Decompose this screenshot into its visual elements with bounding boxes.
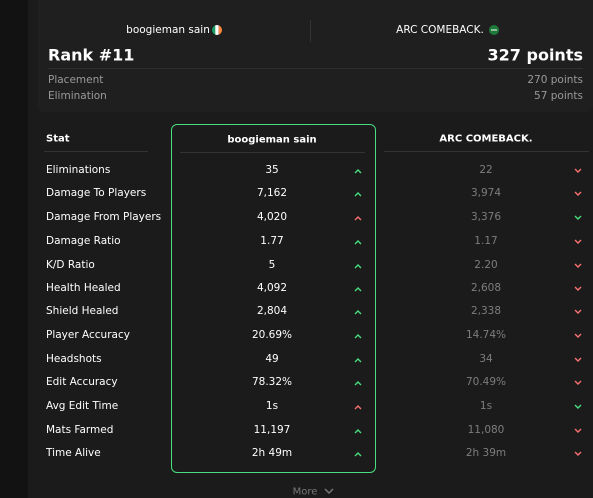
column-header: ARC COMEBACK. — [439, 133, 533, 145]
highlight-column — [171, 124, 376, 473]
trend-icon — [574, 404, 582, 409]
player1-value: 20.69% — [251, 329, 293, 341]
stat-label: Health Healed — [46, 282, 121, 294]
chevron-icon[interactable] — [324, 488, 334, 495]
trend-icon — [574, 428, 582, 433]
player2-value: 3,376 — [470, 211, 502, 223]
stat-label: Shield Healed — [46, 305, 119, 317]
trend-icon — [354, 240, 362, 245]
divider — [48, 68, 583, 69]
player2-value: 2h 39m — [465, 447, 507, 459]
header-rule — [180, 152, 365, 153]
trend-icon — [354, 192, 362, 197]
breakdown-label: Placement — [48, 74, 104, 86]
trend-icon — [354, 429, 362, 434]
player1-value: 4,020 — [256, 211, 288, 223]
stat-label: Damage To Players — [46, 187, 147, 199]
trend-icon — [354, 452, 362, 457]
header-rule — [44, 151, 148, 152]
trend-icon — [574, 357, 582, 362]
header-rule — [384, 151, 589, 152]
stat-label: Edit Accuracy — [46, 376, 118, 388]
stat-label: Damage Ratio — [46, 235, 121, 247]
trend-icon — [574, 286, 582, 291]
player2-value: 34 — [479, 353, 493, 365]
player1-value: 1.77 — [260, 235, 284, 247]
trend-icon — [574, 215, 582, 220]
player1-value: 2,804 — [256, 305, 288, 317]
player1-value: 78.32% — [251, 376, 293, 388]
trend-icon — [354, 169, 362, 174]
player1-value: 1s — [265, 400, 279, 412]
trend-icon — [354, 264, 362, 269]
stat-label: K/D Ratio — [46, 259, 95, 271]
trend-icon — [574, 309, 582, 314]
rank: Rank #11 — [48, 45, 135, 65]
trend-icon — [354, 310, 362, 315]
flag-icon — [489, 25, 499, 35]
sidebar — [0, 0, 28, 498]
player1-value: 11,197 — [253, 424, 291, 436]
trend-icon — [354, 334, 362, 339]
trend-icon — [574, 263, 582, 268]
player2-value: 2,338 — [470, 305, 502, 317]
flag-icon — [212, 25, 222, 35]
trend-icon — [574, 380, 582, 385]
player1-value: 35 — [265, 164, 279, 176]
trend-icon — [354, 405, 362, 410]
trend-icon — [354, 287, 362, 292]
trend-icon — [354, 381, 362, 386]
player1-value: 2h 49m — [251, 447, 293, 459]
breakdown-value: 270 points — [527, 74, 583, 86]
trend-icon — [354, 358, 362, 363]
player2-value: 2,608 — [470, 282, 502, 294]
player1-value: 49 — [265, 353, 279, 365]
player1-value: 4,092 — [256, 282, 288, 294]
player1-value: 5 — [268, 259, 276, 271]
player2-value: 22 — [479, 164, 493, 176]
player2-value: 1.17 — [474, 235, 498, 247]
stat-label: Avg Edit Time — [46, 400, 119, 412]
more-button[interactable]: More — [292, 486, 318, 498]
stat-label: Mats Farmed — [46, 424, 114, 436]
player2-value: 3,974 — [470, 187, 502, 199]
trend-icon — [574, 239, 582, 244]
stat-label: Damage From Players — [46, 211, 162, 223]
stat-label: Eliminations — [46, 164, 111, 176]
column-header: Stat — [46, 133, 70, 145]
trend-icon — [354, 216, 362, 221]
player1-name: boogieman sain — [126, 24, 210, 36]
trend-icon — [574, 168, 582, 173]
player1-value: 7,162 — [256, 187, 288, 199]
player2-value: 70.49% — [465, 376, 507, 388]
player2-value: 11,080 — [467, 424, 505, 436]
stat-label: Player Accuracy — [46, 329, 130, 341]
trend-icon — [574, 191, 582, 196]
stat-label: Headshots — [46, 353, 102, 365]
points: 327 points — [487, 45, 583, 65]
breakdown-value: 57 points — [534, 90, 583, 102]
player2-value: 2.20 — [474, 259, 498, 271]
column-header: boogieman sain — [227, 134, 317, 146]
player2-value: 14.74% — [465, 329, 507, 341]
breakdown-label: Elimination — [48, 90, 107, 102]
trend-icon — [574, 333, 582, 338]
summary-card — [38, 0, 593, 112]
stat-label: Time Alive — [46, 447, 101, 459]
player2-name: ARC COMEBACK. — [396, 24, 484, 36]
divider — [310, 20, 311, 42]
trend-icon — [574, 451, 582, 456]
player2-value: 1s — [479, 400, 493, 412]
